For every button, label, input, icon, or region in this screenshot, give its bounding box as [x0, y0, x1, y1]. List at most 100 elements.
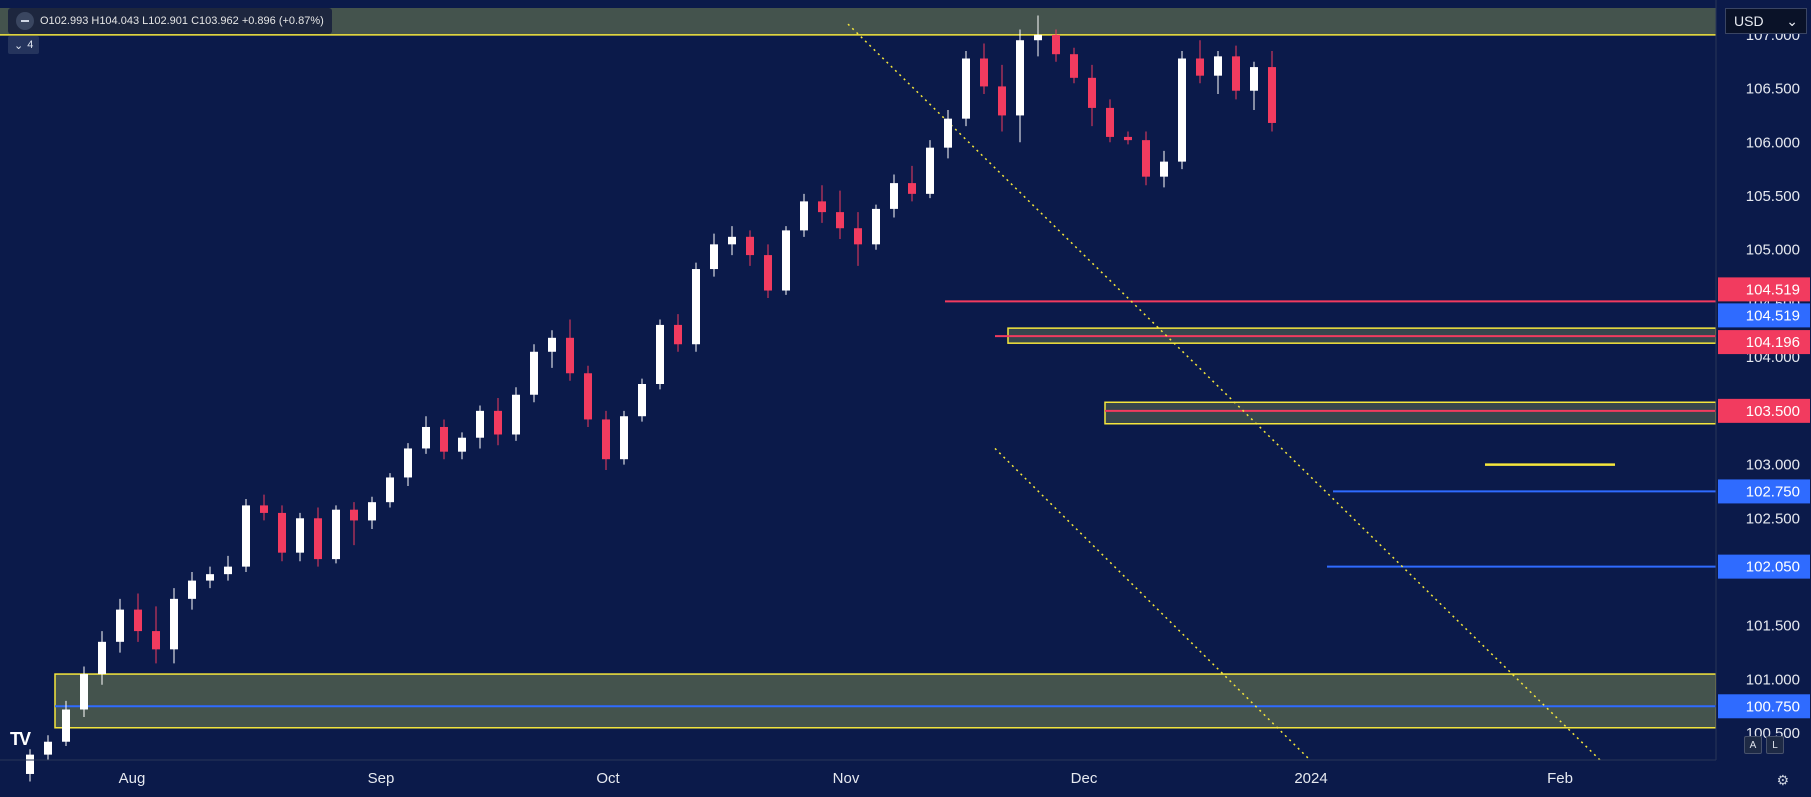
tradingview-logo-icon[interactable]: TV [10, 729, 31, 749]
price-tag[interactable] [1718, 303, 1810, 328]
y-tick-label: 101.000 [1746, 671, 1800, 688]
candle-body [1034, 34, 1042, 41]
y-tick-label: 101.500 [1746, 618, 1800, 635]
candle-body [962, 58, 970, 119]
candle-body [1160, 161, 1168, 177]
candle-body [62, 709, 70, 742]
candle-body [152, 631, 160, 650]
candle-body [98, 641, 106, 675]
settings-gear-icon[interactable]: ⚙ [1776, 772, 1789, 788]
auto-scale-button[interactable]: A [1744, 736, 1762, 754]
candle-body [566, 337, 574, 374]
y-tick-label: 106.000 [1746, 134, 1800, 151]
trendline-lower[interactable] [994, 447, 1311, 761]
candle-body [404, 448, 412, 478]
candle-body [170, 598, 178, 650]
candle-body [980, 58, 988, 87]
candle-body [908, 183, 916, 194]
y-tick-label: 103.000 [1746, 457, 1800, 474]
candle-body [764, 255, 772, 291]
candle-body [944, 118, 952, 148]
candle-body [116, 609, 124, 642]
candle-body [602, 419, 610, 460]
candle-body [1178, 58, 1186, 162]
price-tag-label: 104.519 [1746, 307, 1800, 324]
x-tick-label: Sep [368, 770, 395, 787]
candle-body [746, 236, 754, 256]
log-scale-button[interactable]: L [1766, 736, 1784, 754]
indicators-toggle[interactable]: ⌄ 4 [8, 36, 40, 54]
candle-body [872, 208, 880, 245]
currency-label: USD [1734, 13, 1764, 29]
candle-body [512, 394, 520, 435]
x-tick-label: Aug [119, 770, 146, 787]
candle-body [80, 674, 88, 710]
support-zone-bottom[interactable] [54, 673, 1717, 729]
candle-body [854, 228, 862, 245]
candle-body [728, 236, 736, 245]
candle-body [1106, 107, 1114, 137]
price-tag-label: 103.500 [1746, 403, 1800, 420]
price-tag[interactable] [1718, 277, 1810, 302]
price-tag[interactable] [1718, 554, 1810, 579]
candle-body [656, 324, 664, 384]
candle-body [638, 384, 646, 417]
candle-body [1250, 67, 1258, 91]
zone-103-5[interactable] [1104, 401, 1717, 425]
candle-body [206, 574, 214, 581]
candle-body [836, 212, 844, 229]
candle-body [620, 416, 628, 460]
candle-body [782, 230, 790, 291]
price-tag-label: 104.196 [1746, 334, 1800, 351]
candle-body [26, 754, 34, 774]
symbol-icon[interactable] [16, 12, 34, 30]
candle-body [1016, 40, 1024, 116]
candle-body [692, 269, 700, 345]
price-tag-label: 102.050 [1746, 559, 1800, 576]
candle-body [440, 426, 448, 452]
candle-body [224, 566, 232, 575]
candle-body [422, 426, 430, 449]
candle-body [1232, 56, 1240, 91]
candle-body [800, 201, 808, 231]
candle-body [530, 351, 538, 395]
candle-body [476, 410, 484, 438]
candle-body [674, 324, 682, 345]
price-tag[interactable] [1718, 694, 1810, 719]
candle-body [818, 201, 826, 213]
y-tick-label: 106.500 [1746, 81, 1800, 98]
candle-body [1088, 77, 1096, 108]
price-tag-label: 100.750 [1746, 698, 1800, 715]
candle-body [188, 580, 196, 599]
ohlc-legend: O102.993 H104.043 L102.901 C103.962 +0.8… [8, 8, 332, 34]
price-tag[interactable] [1718, 479, 1810, 504]
price-tag[interactable] [1718, 398, 1810, 423]
candle-body [548, 337, 556, 352]
x-tick-label: Oct [596, 770, 620, 787]
log-scale-label: L [1772, 739, 1778, 751]
price-tag-label: 102.750 [1746, 483, 1800, 500]
x-tick-label: Nov [833, 770, 860, 787]
currency-select[interactable]: USD ⌄ [1725, 8, 1807, 34]
candle-body [278, 512, 286, 553]
candle-body [458, 437, 466, 452]
price-tag-label: 104.519 [1746, 281, 1800, 298]
candle-body [710, 244, 718, 270]
candle-body [1196, 58, 1204, 76]
trendline-upper[interactable] [847, 23, 1601, 761]
candle-body [926, 147, 934, 194]
y-tick-label: 102.500 [1746, 510, 1800, 527]
price-tag[interactable] [1718, 330, 1810, 355]
candle-body [296, 518, 304, 553]
candle-body [44, 741, 52, 755]
auto-scale-label: A [1749, 739, 1757, 751]
y-tick-label: 105.000 [1746, 242, 1800, 259]
candle-body [584, 373, 592, 420]
price-axis [1716, 0, 1811, 797]
candle-body [1124, 136, 1132, 141]
x-tick-label: Dec [1071, 770, 1098, 787]
candle-body [998, 86, 1006, 116]
candle-body [386, 477, 394, 503]
